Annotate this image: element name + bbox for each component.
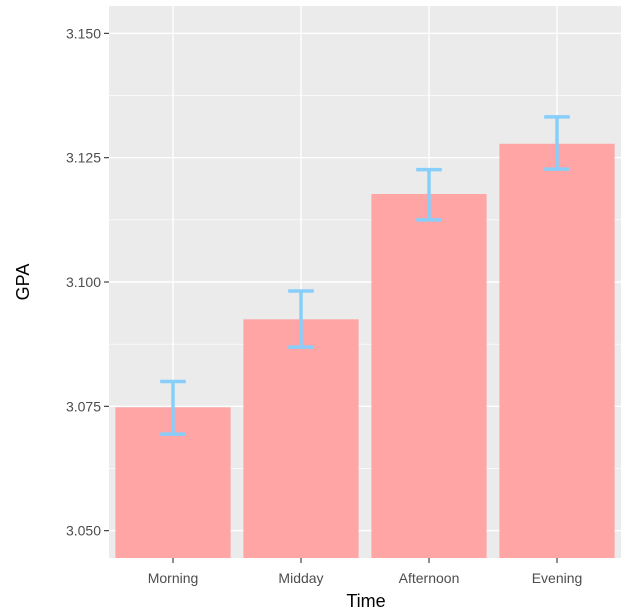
y-tick-label: 3.050	[66, 523, 101, 539]
x-tick-label: Evening	[532, 570, 583, 586]
y-axis-title: GPA	[13, 264, 33, 301]
bar	[243, 319, 359, 558]
bar	[371, 193, 487, 558]
y-axis: 3.050 3.075 3.100 3.125 3.150	[66, 25, 109, 539]
error-bars	[160, 115, 570, 436]
x-tick-label: Midday	[278, 570, 323, 586]
bar	[499, 143, 615, 559]
x-tick-label: Morning	[148, 570, 199, 586]
y-tick-label: 3.150	[66, 25, 101, 41]
bars	[115, 143, 615, 559]
y-tick-label: 3.125	[66, 150, 101, 166]
y-tick-label: 3.100	[66, 274, 101, 290]
x-axis: Morning Midday Afternoon Evening	[148, 558, 583, 586]
x-axis-title: Time	[346, 591, 385, 611]
y-tick-label: 3.075	[66, 398, 101, 414]
x-tick-label: Afternoon	[399, 570, 460, 586]
